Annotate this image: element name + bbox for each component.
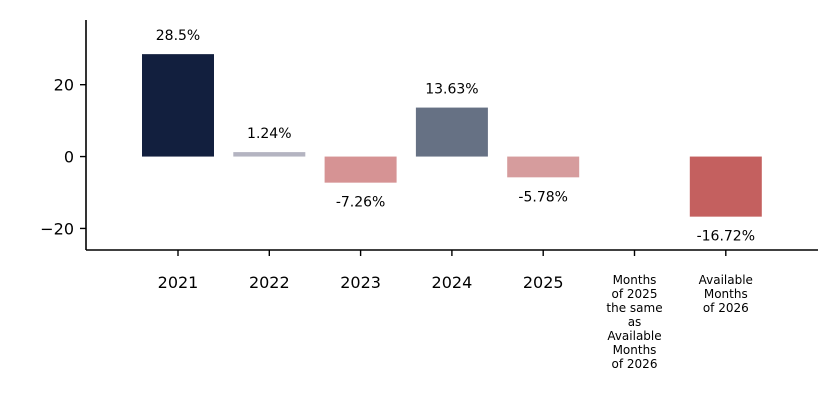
bar (324, 156, 397, 183)
bar (507, 156, 580, 178)
data-labels: 28.5% 1.24% -7.26% 13.63% -5.78% -16.72% (156, 28, 755, 245)
data-label: -7.26% (336, 195, 386, 211)
x-tick-label: 2023 (340, 273, 381, 292)
x-tick-label: 2024 (432, 273, 473, 292)
x-ticks: 2021 2022 2023 2024 2025 Months of 2025 the sam… (158, 250, 753, 371)
data-label: 13.63% (425, 82, 478, 98)
y-ticks: −20 0 20 (40, 76, 86, 238)
x-tick-label: Available Months of 2026 (699, 273, 753, 315)
bars (142, 54, 762, 217)
bar (415, 107, 488, 157)
bar (142, 54, 214, 157)
data-label: -16.72% (697, 229, 755, 245)
y-tick-label: 0 (64, 148, 74, 167)
x-tick-label: 2025 (523, 273, 564, 292)
data-label: 1.24% (247, 126, 291, 142)
bar (233, 152, 306, 157)
x-tick-label: 2021 (158, 273, 199, 292)
data-label: -5.78% (518, 189, 568, 205)
bar (689, 156, 762, 217)
y-tick-label: 20 (54, 76, 74, 95)
data-label: 28.5% (156, 28, 200, 44)
y-tick-label: −20 (40, 219, 74, 238)
x-tick-label: 2022 (249, 273, 290, 292)
x-tick-label: Months of 2025 the same as Available Months of… (606, 273, 662, 371)
